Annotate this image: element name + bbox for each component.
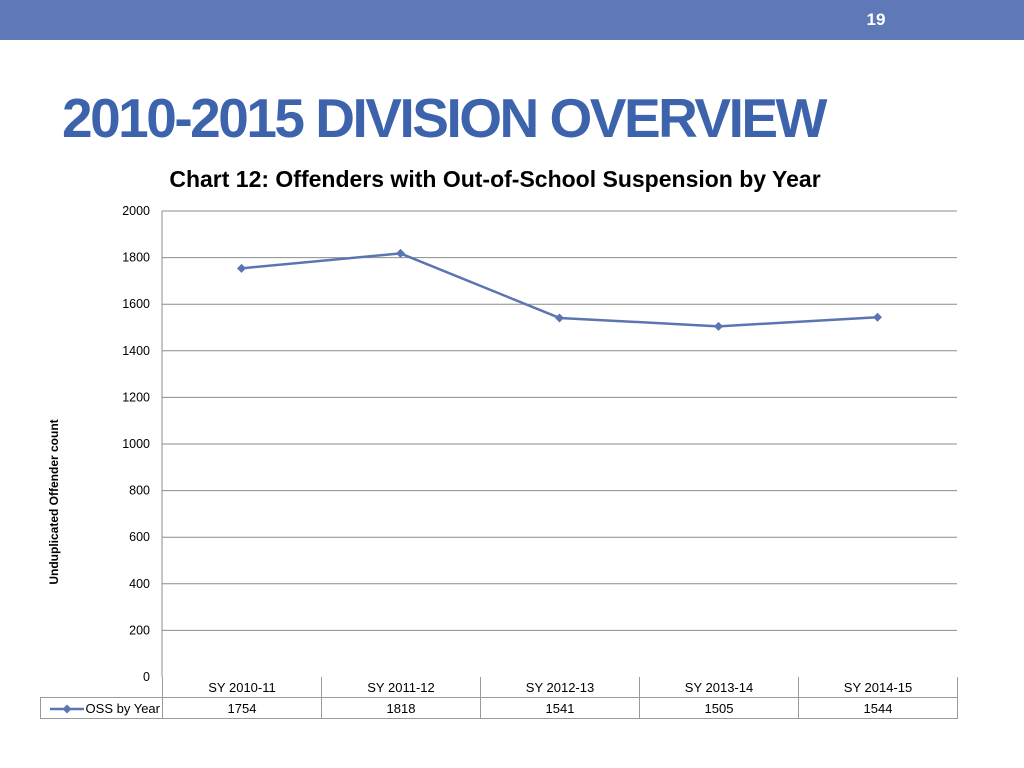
category-label: SY 2010-11 xyxy=(162,677,322,698)
category-label: SY 2014-15 xyxy=(798,677,958,698)
y-tick-label: 0 xyxy=(143,670,150,684)
y-tick-label: 1400 xyxy=(122,344,150,358)
data-value-cell: 1544 xyxy=(798,697,958,719)
data-value-cell: 1505 xyxy=(639,697,799,719)
data-point-marker xyxy=(714,321,723,331)
y-tick-label: 1200 xyxy=(122,390,150,404)
y-tick-label: 2000 xyxy=(122,204,150,218)
category-label: SY 2012-13 xyxy=(480,677,640,698)
header-bar xyxy=(0,0,1024,40)
data-value-cell: 1818 xyxy=(321,697,481,719)
slide-number: 19 xyxy=(866,10,886,29)
y-tick-label: 1600 xyxy=(122,297,150,311)
data-table-header-row: SY 2010-11 SY 2011-12 SY 2012-13 SY 2013… xyxy=(41,677,958,698)
y-tick-label: 600 xyxy=(129,530,150,544)
legend-series-name: OSS by Year xyxy=(85,700,160,716)
data-point-marker xyxy=(555,313,564,323)
category-label: SY 2011-12 xyxy=(321,677,481,698)
category-label: SY 2013-14 xyxy=(639,677,799,698)
legend-line-marker-icon xyxy=(49,704,84,714)
data-value-cell: 1541 xyxy=(480,697,640,719)
y-tick-label: 1800 xyxy=(122,251,150,265)
y-tick-label: 800 xyxy=(129,484,150,498)
data-table-corner xyxy=(41,677,163,698)
legend-entry: OSS by Year xyxy=(40,697,163,719)
slide-title: 2010-2015 DIVISION OVERVIEW xyxy=(62,87,827,149)
y-tick-label: 1000 xyxy=(122,437,150,451)
data-point-marker xyxy=(237,263,246,273)
chart-title: Chart 12: Offenders with Out-of-School S… xyxy=(169,166,821,192)
y-tick-label: 200 xyxy=(129,623,150,637)
data-point-marker xyxy=(873,312,882,322)
chart-data-table: SY 2010-11 SY 2011-12 SY 2012-13 SY 2013… xyxy=(40,677,958,719)
data-value-cell: 1754 xyxy=(162,697,322,719)
data-table-series-row: OSS by Year 1754 1818 1541 1505 1544 xyxy=(40,697,958,719)
data-point-marker xyxy=(396,248,405,258)
y-tick-label: 400 xyxy=(129,577,150,591)
